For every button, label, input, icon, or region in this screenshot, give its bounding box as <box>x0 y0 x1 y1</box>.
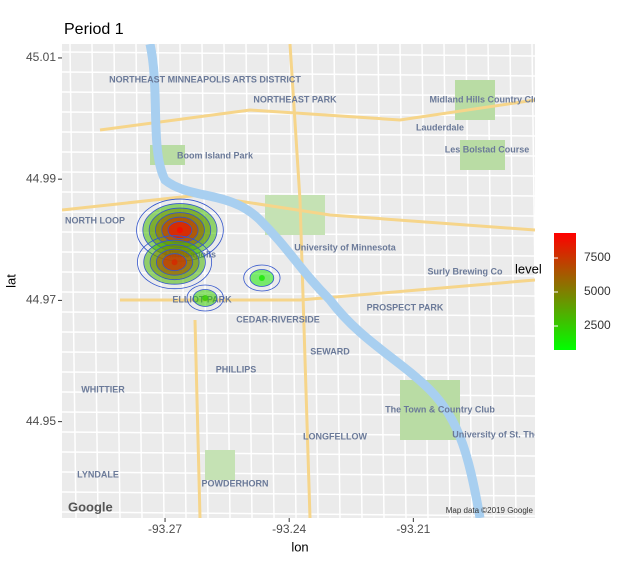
x-tick-label: -93.24 <box>272 522 306 536</box>
road <box>91 44 99 518</box>
road <box>62 311 535 317</box>
x-tick-label: -93.21 <box>396 522 430 536</box>
road <box>62 291 535 297</box>
road <box>487 44 495 518</box>
road <box>62 511 535 517</box>
y-tick-label: 45.01 <box>26 50 56 64</box>
road <box>245 44 253 518</box>
map-label: WHITTIER <box>81 384 125 394</box>
road <box>201 44 209 518</box>
map-label: POWDERHORN <box>202 478 269 488</box>
map-label: NORTH LOOP <box>65 215 125 225</box>
x-tick-label: -93.27 <box>148 522 182 536</box>
road <box>465 44 473 518</box>
density-peak <box>258 274 265 281</box>
map-label: PHILLIPS <box>216 364 257 374</box>
road <box>355 44 363 518</box>
road <box>531 44 535 341</box>
chart-title: Period 1 <box>64 21 124 38</box>
map-label: LYNDALE <box>77 469 119 479</box>
legend-tick-label: 5000 <box>584 284 611 298</box>
map-label: Lauderdale <box>416 122 464 132</box>
road <box>62 131 535 137</box>
road <box>62 331 535 337</box>
road <box>62 471 535 477</box>
legend-tick-label: 7500 <box>584 250 611 264</box>
map-label: Les Bolstad Course <box>445 144 530 154</box>
density-contour <box>186 284 224 312</box>
map-label: University of St. Thomas <box>452 429 558 439</box>
legend-gradient <box>554 233 576 350</box>
road <box>62 351 535 357</box>
map-label: NORTHEAST MINNEAPOLIS ARTS DISTRICT <box>109 74 301 84</box>
map-label: SEWARD <box>310 346 350 356</box>
density-contour <box>243 264 281 292</box>
x-axis-label: lon <box>291 539 308 554</box>
attribution: Map data ©2019 Google <box>446 506 534 515</box>
road <box>113 44 121 518</box>
map-label: CEDAR-RIVERSIDE <box>236 314 320 324</box>
map-label: PROSPECT PARK <box>367 302 444 312</box>
road <box>62 451 535 457</box>
road <box>289 44 297 518</box>
y-tick-label: 44.99 <box>26 171 56 185</box>
y-tick-label: 44.95 <box>26 414 56 428</box>
density-peak <box>176 227 183 234</box>
road <box>62 71 535 77</box>
road <box>135 44 143 518</box>
road <box>62 371 535 377</box>
density-peak <box>202 294 209 301</box>
legend-tick-label: 2500 <box>584 318 611 332</box>
map-label: University of Minnesota <box>294 242 397 252</box>
map-label: The Town & Country Club <box>385 404 495 414</box>
road <box>62 51 535 57</box>
road <box>69 44 77 518</box>
map-label: Midland Hills Country Club <box>430 94 545 104</box>
legend-title: level <box>515 261 542 276</box>
attribution: Google <box>68 499 113 514</box>
road <box>62 251 535 257</box>
density-peak <box>171 259 178 266</box>
y-tick-label: 44.97 <box>26 293 56 307</box>
y-axis-label: lat <box>3 274 18 288</box>
map-background <box>62 44 535 518</box>
road <box>62 271 535 277</box>
road <box>377 44 385 518</box>
road <box>62 491 535 497</box>
road <box>223 44 231 518</box>
map-label: Surly Brewing Co <box>427 266 503 276</box>
map-label: Boom Island Park <box>177 150 254 160</box>
map-label: NORTHEAST PARK <box>253 94 337 104</box>
road <box>333 44 341 518</box>
density-contour <box>137 235 213 290</box>
map-label: LONGFELLOW <box>303 431 367 441</box>
